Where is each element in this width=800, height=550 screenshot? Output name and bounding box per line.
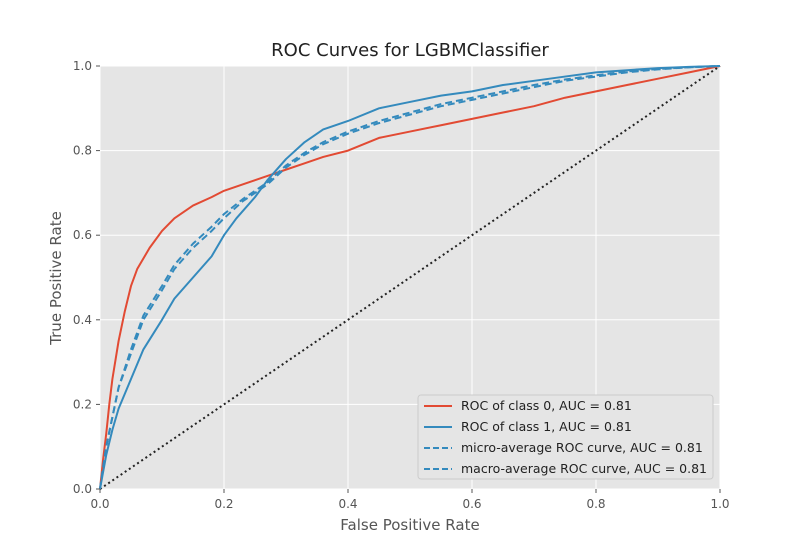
legend-label-class-0: ROC of class 0, AUC = 0.81: [461, 398, 632, 413]
x-tick-label: 0.8: [586, 497, 605, 511]
legend: ROC of class 0, AUC = 0.81 ROC of class …: [417, 394, 714, 480]
y-tick-label: 1.0: [73, 59, 92, 73]
y-tick-label: 0.8: [73, 144, 92, 158]
legend-label-class-1: ROC of class 1, AUC = 0.81: [461, 419, 632, 434]
legend-label-micro-average: micro-average ROC curve, AUC = 0.81: [461, 440, 703, 455]
tick-layer: 0.0 0.2 0.4 0.6 0.8 1.0 0.0 0.2 0.4 0.6 0.8 1.0: [73, 59, 730, 511]
x-tick-label: 0.6: [462, 497, 481, 511]
chart-title: ROC Curves for LGBMClassifier: [271, 40, 549, 61]
x-tick-label: 1.0: [710, 497, 729, 511]
random-guess-diagonal-line: [99, 65, 721, 490]
legend-box: [417, 394, 714, 480]
y-tick-label: 0.0: [73, 482, 92, 496]
macro-average-roc-line: [99, 65, 721, 490]
x-tick-label: 0.0: [90, 497, 109, 511]
y-tick-label: 0.6: [73, 228, 92, 242]
legend-label-macro-average: macro-average ROC curve, AUC = 0.81: [461, 461, 707, 476]
micro-average-roc-line: [99, 65, 721, 490]
x-axis-label: False Positive Rate: [340, 516, 479, 534]
y-tick-label: 0.2: [73, 397, 92, 411]
x-tick-label: 0.4: [338, 497, 357, 511]
y-tick-label: 0.4: [73, 313, 92, 327]
y-axis-label: True Positive Rate: [47, 211, 65, 346]
roc-class-0-line: [99, 65, 721, 490]
grid-lines: [99, 65, 721, 490]
series-layer: [99, 65, 721, 490]
roc-class-1-line: [99, 65, 721, 490]
x-tick-label: 0.2: [214, 497, 233, 511]
